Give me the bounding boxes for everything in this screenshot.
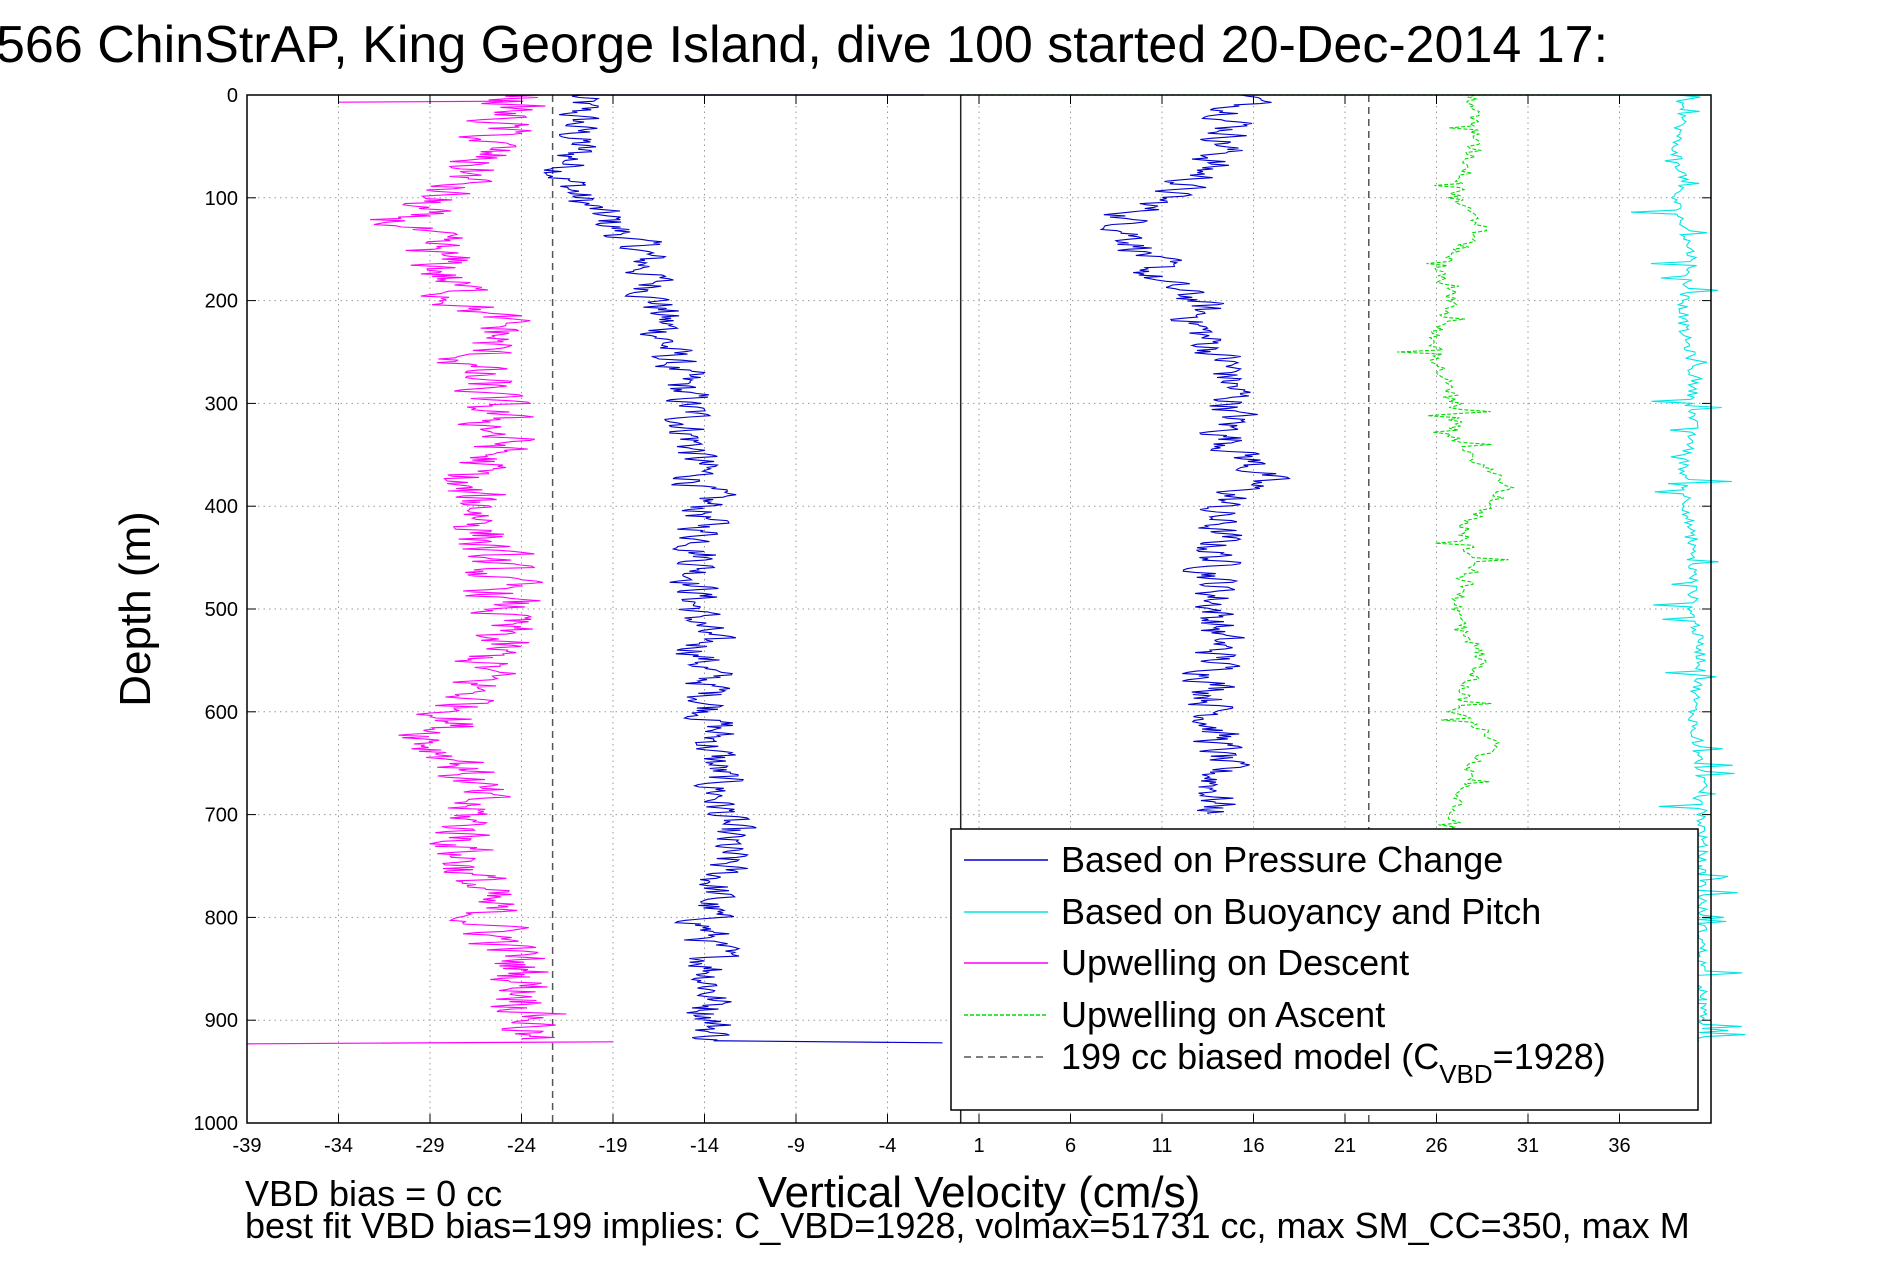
legend-label: Based on Pressure Change	[1061, 839, 1503, 880]
series-pressure-descent	[543, 94, 757, 1041]
series-upwelling-ascent	[1397, 94, 1515, 836]
x-tick-label: -9	[787, 1135, 805, 1157]
legend-label: Based on Buoyancy and Pitch	[1061, 891, 1541, 932]
x-tick-label: -34	[324, 1135, 353, 1157]
series-upwelling-descent-top	[338, 100, 504, 103]
chart-title: 566 ChinStrAP, King George Island, dive …	[0, 16, 1608, 74]
y-tick-label: 100	[205, 188, 238, 210]
legend-box	[950, 828, 1699, 1111]
footer-line-1: VBD bias = 0 cc	[245, 1173, 502, 1214]
series-upwelling-descent	[369, 94, 567, 1040]
y-tick-label: 600	[205, 702, 238, 724]
y-tick-label: 1000	[194, 1113, 239, 1135]
y-tick-label: 800	[205, 907, 238, 929]
series-pressure-bottom	[713, 1040, 943, 1044]
x-tick-label: 36	[1608, 1135, 1630, 1157]
series-buoyancy-pitch	[1630, 94, 1746, 1042]
legend-label: 199 cc biased model (CVBD=1928)	[1061, 1036, 1606, 1089]
x-tick-label: -4	[879, 1135, 897, 1157]
x-tick-label: 16	[1242, 1135, 1264, 1157]
x-tick-label: 1	[973, 1135, 984, 1157]
x-tick-label: 31	[1517, 1135, 1539, 1157]
x-tick-label: 21	[1334, 1135, 1356, 1157]
x-axis-label: Vertical Velocity (cm/s)	[758, 1168, 1201, 1217]
x-tick-label: -24	[507, 1135, 536, 1157]
y-tick-label: 700	[205, 805, 238, 827]
legend: Based on Pressure Change Based on Buoyanc…	[950, 828, 1699, 1111]
legend-label: Upwelling on Descent	[1061, 942, 1409, 983]
series-pressure-ascent	[1099, 94, 1291, 815]
x-tick-label: -19	[599, 1135, 628, 1157]
y-tick-label: 400	[205, 496, 238, 518]
y-tick-label: 0	[227, 85, 238, 107]
legend-label: Upwelling on Ascent	[1061, 994, 1385, 1035]
y-tick-label: 200	[205, 291, 238, 313]
x-tick-label: 6	[1065, 1135, 1076, 1157]
x-tick-label: 11	[1152, 1135, 1173, 1157]
x-tick-label: 26	[1425, 1135, 1447, 1157]
y-axis-label: Depth (m)	[111, 511, 160, 707]
y-tick-label: 500	[205, 599, 238, 621]
series-upwelling-descent-bottom	[246, 1041, 614, 1045]
x-tick-label: -39	[233, 1135, 262, 1157]
footer-line-2: best fit VBD bias=199 implies: C_VBD=192…	[245, 1205, 1690, 1246]
y-tick-label: 900	[205, 1010, 238, 1032]
y-tick-label: 300	[205, 393, 238, 415]
legend-items: Based on Pressure Change Based on Buoyanc…	[964, 839, 1606, 1089]
x-tick-label: -29	[416, 1135, 445, 1157]
x-tick-label: -14	[690, 1135, 719, 1157]
axis-ticks: -39 -34 -29 -24 -19 -14 -9 -4 1 6 11 16 21 26 31 360100…	[194, 85, 1711, 1157]
